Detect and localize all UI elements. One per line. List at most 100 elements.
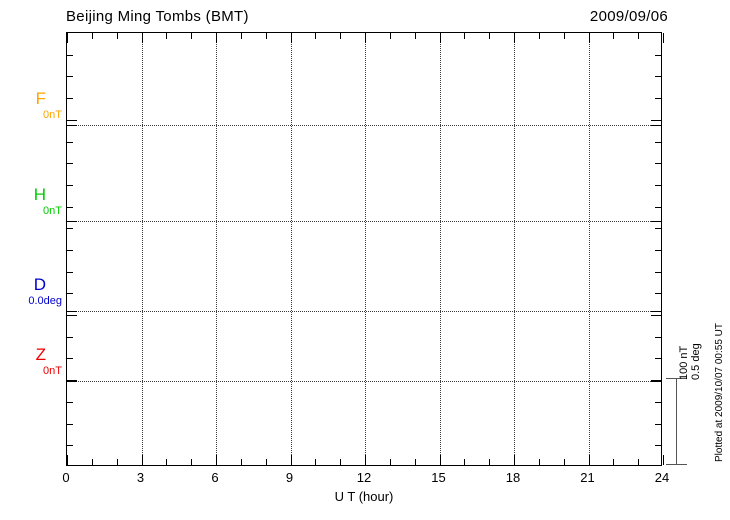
component-letter: F — [35, 89, 46, 108]
x-tick — [588, 33, 590, 43]
y-tick — [67, 358, 73, 359]
y-tick — [655, 55, 661, 56]
x-tick — [166, 459, 168, 465]
vertical-gridline — [141, 33, 143, 465]
scale-bar-deg: 0.5 deg — [690, 343, 702, 380]
component-letter: H — [33, 185, 46, 204]
x-tick — [588, 455, 590, 465]
y-tick — [67, 380, 77, 381]
baseline-gridline-h — [67, 221, 661, 222]
y-tick — [67, 120, 77, 121]
x-tick — [191, 459, 193, 465]
plot-area — [66, 32, 664, 466]
component-label-d: D 0.0deg — [28, 276, 64, 307]
x-tick-label: 21 — [580, 470, 595, 485]
x-tick — [365, 455, 366, 465]
x-tick — [67, 33, 68, 43]
y-tick — [67, 315, 77, 316]
x-tick — [489, 459, 491, 465]
x-tick — [166, 33, 168, 39]
scale-bar — [666, 378, 687, 465]
x-tick — [141, 455, 143, 465]
y-tick — [67, 55, 73, 56]
y-tick-baseline — [651, 125, 661, 126]
y-tick-baseline — [67, 311, 77, 312]
x-tick — [464, 459, 466, 465]
x-tick — [91, 459, 93, 465]
y-tick — [651, 315, 661, 316]
axis-ticks — [67, 33, 664, 465]
x-tick — [514, 33, 515, 43]
vertical-gridline — [439, 33, 441, 465]
vertical-gridline — [216, 33, 217, 465]
y-tick — [67, 163, 73, 164]
y-tick — [67, 228, 73, 229]
y-tick — [655, 402, 661, 403]
x-tick — [315, 459, 317, 465]
x-tick — [414, 459, 416, 465]
y-tick — [67, 98, 73, 99]
x-tick-label: 3 — [136, 470, 145, 485]
y-tick-baseline — [67, 221, 77, 222]
x-tick — [563, 459, 565, 465]
plotted-timestamp: Plotted at 2009/10/07 00:55 UT — [714, 323, 725, 462]
x-tick — [290, 33, 292, 43]
y-tick — [655, 142, 661, 143]
y-tick — [651, 380, 661, 381]
x-tick — [638, 33, 640, 39]
y-tick — [655, 250, 661, 251]
x-tick — [340, 33, 342, 39]
y-tick — [655, 358, 661, 359]
x-tick — [613, 459, 615, 465]
component-baseline-value: 0nT — [43, 205, 62, 217]
vertical-gridline — [514, 33, 515, 465]
scale-bar-label: 100 nT 0.5 deg — [678, 296, 702, 380]
component-baseline-value: 0.0deg — [28, 295, 62, 307]
x-tick — [265, 459, 267, 465]
x-tick — [340, 459, 342, 465]
x-tick — [663, 33, 664, 43]
y-tick — [67, 337, 73, 338]
x-tick-label: 24 — [654, 470, 670, 485]
x-tick — [67, 455, 68, 465]
x-tick — [638, 459, 640, 465]
x-tick — [514, 455, 515, 465]
component-label-h: H 0nT — [34, 186, 64, 217]
y-tick — [655, 185, 661, 186]
y-tick — [67, 250, 73, 251]
x-tick — [91, 33, 93, 39]
gridlines — [67, 33, 661, 465]
y-tick — [67, 402, 73, 403]
x-tick — [439, 33, 441, 43]
x-tick-label: 12 — [356, 470, 372, 485]
y-tick — [655, 337, 661, 338]
x-tick — [216, 33, 217, 43]
x-tick — [389, 33, 391, 39]
baseline-gridline-z — [67, 381, 661, 382]
x-tick — [613, 33, 615, 39]
y-tick-baseline — [651, 311, 661, 312]
x-tick-label: 0 — [62, 470, 70, 485]
x-tick — [663, 455, 664, 465]
y-tick — [67, 293, 73, 294]
x-tick — [116, 459, 118, 465]
y-tick — [67, 185, 73, 186]
x-tick — [439, 455, 441, 465]
x-tick — [563, 33, 565, 39]
scale-bar-cap-bottom — [666, 464, 687, 465]
x-tick — [538, 33, 540, 39]
x-tick-label: 15 — [431, 470, 446, 485]
y-tick — [655, 293, 661, 294]
y-tick-baseline — [67, 381, 77, 382]
component-label-f: F 0nT — [36, 90, 64, 121]
x-tick — [315, 33, 317, 39]
baseline-gridline-d — [67, 311, 661, 312]
y-tick — [67, 207, 73, 208]
x-tick — [116, 33, 118, 39]
page-title: Beijing Ming Tombs (BMT) — [66, 8, 249, 25]
x-tick — [191, 33, 193, 39]
y-tick — [67, 142, 73, 143]
baseline-gridline-f — [67, 125, 661, 126]
vertical-gridline — [290, 33, 292, 465]
